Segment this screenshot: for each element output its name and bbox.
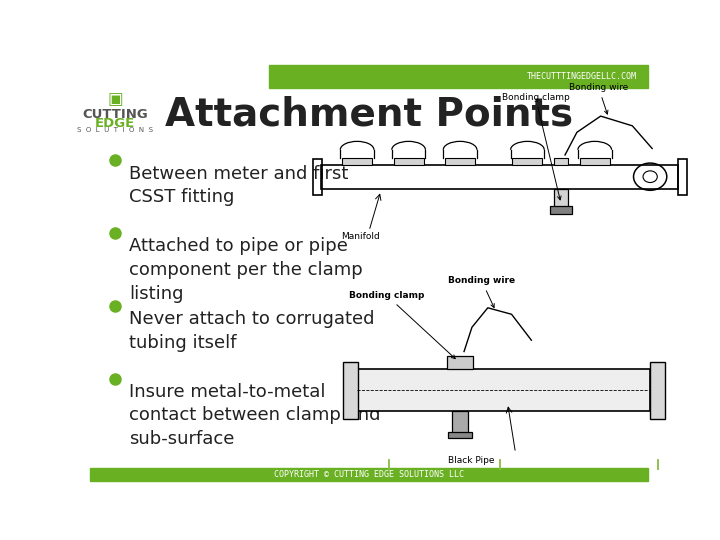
Text: Attached to pipe or pipe
component per the clamp
listing: Attached to pipe or pipe component per t… [129, 238, 363, 302]
Text: Insure metal-to-metal
contact between clamp and
sub-surface: Insure metal-to-metal contact between cl… [129, 383, 381, 448]
Text: Bonding wire: Bonding wire [448, 276, 516, 308]
Bar [678, 159, 688, 195]
Bar [447, 356, 473, 369]
Text: Never attach to corrugated
tubing itself: Never attach to corrugated tubing itself [129, 310, 374, 352]
Text: Between meter and first
CSST fitting: Between meter and first CSST fitting [129, 165, 348, 206]
Text: Bonding clamp: Bonding clamp [349, 291, 455, 359]
Bar [452, 411, 468, 433]
Bar [394, 158, 423, 165]
Bar [448, 431, 472, 438]
Text: COPYRIGHT © CUTTING EDGE SOLUTIONS LLC: COPYRIGHT © CUTTING EDGE SOLUTIONS LLC [274, 470, 464, 479]
Bar [322, 165, 678, 189]
Text: Bonding clamp: Bonding clamp [502, 93, 570, 200]
Bar [343, 362, 359, 418]
Text: CUTTING: CUTTING [82, 108, 148, 121]
Bar [357, 369, 650, 411]
Text: ▣: ▣ [107, 90, 123, 108]
Bar [445, 158, 475, 165]
Bar [90, 468, 648, 481]
Bar [312, 159, 323, 195]
Bar [650, 362, 665, 418]
Text: THECUTTTINGEDGELLC.COM: THECUTTTINGEDGELLC.COM [527, 72, 637, 81]
Bar [580, 158, 610, 165]
Bar [269, 65, 648, 87]
Text: Attachment Points: Attachment Points [165, 96, 573, 134]
Text: Manifold: Manifold [341, 232, 380, 241]
Text: S  O  L  U  T  I  O  N  S: S O L U T I O N S [77, 127, 153, 133]
Bar [554, 189, 568, 207]
Text: EDGE: EDGE [95, 117, 135, 130]
Bar [513, 158, 542, 165]
Text: Black Pipe: Black Pipe [448, 456, 495, 465]
Bar [342, 158, 372, 165]
Bar [550, 206, 572, 214]
Bar [554, 158, 568, 165]
Text: Bonding wire: Bonding wire [569, 83, 629, 114]
